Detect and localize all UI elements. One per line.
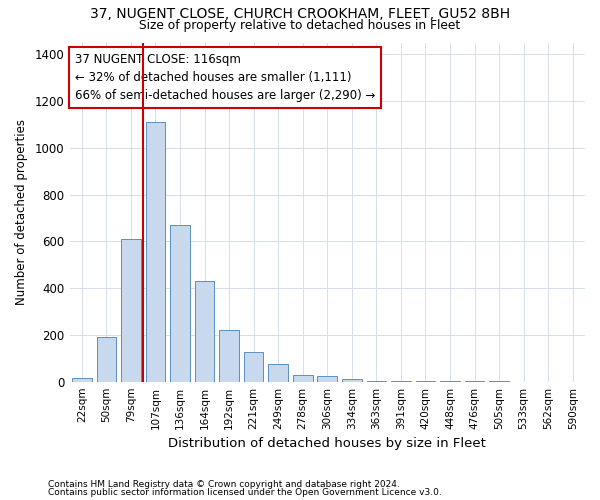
Text: 37 NUGENT CLOSE: 116sqm
← 32% of detached houses are smaller (1,111)
66% of semi: 37 NUGENT CLOSE: 116sqm ← 32% of detache… [75, 52, 375, 102]
Bar [391, 381, 411, 382]
Bar [219, 330, 239, 382]
Bar [170, 225, 190, 382]
Bar [293, 374, 313, 382]
Text: Contains HM Land Registry data © Crown copyright and database right 2024.: Contains HM Land Registry data © Crown c… [48, 480, 400, 489]
Text: Size of property relative to detached houses in Fleet: Size of property relative to detached ho… [139, 18, 461, 32]
X-axis label: Distribution of detached houses by size in Fleet: Distribution of detached houses by size … [169, 437, 486, 450]
Bar [72, 378, 92, 382]
Bar [97, 337, 116, 382]
Bar [268, 364, 288, 382]
Text: Contains public sector information licensed under the Open Government Licence v3: Contains public sector information licen… [48, 488, 442, 497]
Bar [367, 380, 386, 382]
Bar [244, 352, 263, 382]
Bar [121, 239, 141, 382]
Bar [317, 376, 337, 382]
Y-axis label: Number of detached properties: Number of detached properties [15, 119, 28, 305]
Text: 37, NUGENT CLOSE, CHURCH CROOKHAM, FLEET, GU52 8BH: 37, NUGENT CLOSE, CHURCH CROOKHAM, FLEET… [90, 8, 510, 22]
Bar [342, 380, 362, 382]
Bar [146, 122, 165, 382]
Bar [195, 281, 214, 382]
